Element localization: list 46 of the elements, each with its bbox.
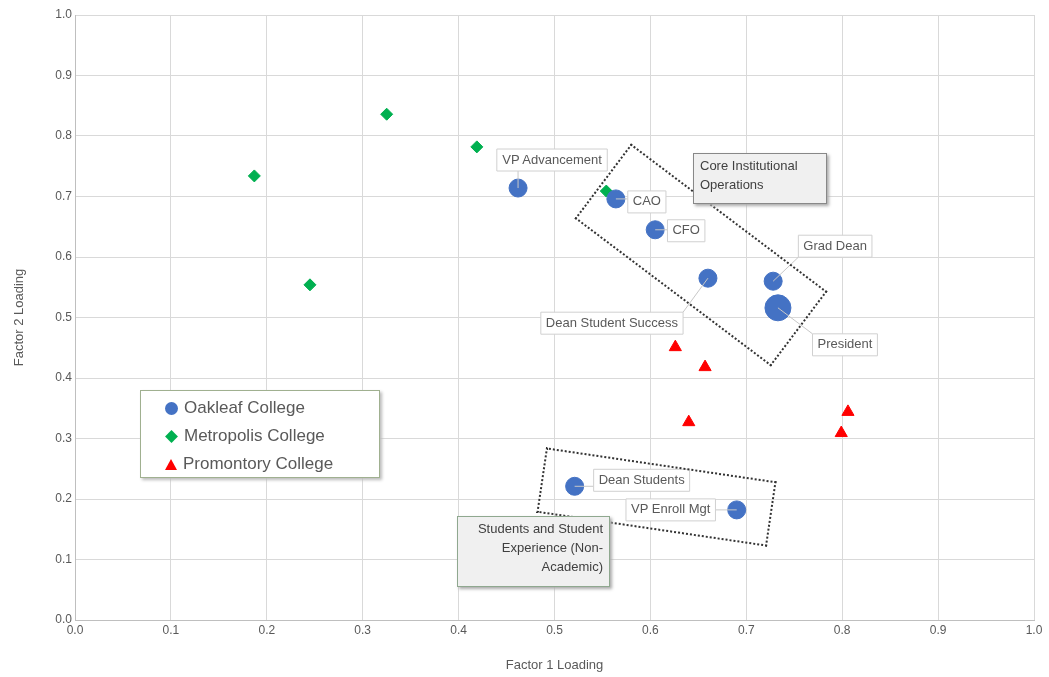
annotation: President — [817, 336, 873, 352]
x-tick-label: 0.8 — [833, 622, 851, 637]
y-tick-label: 0.8 — [55, 128, 73, 143]
annotation: Core Institutional Operations — [693, 153, 827, 204]
annotation: Students and Student Experience (Non-Academic) — [457, 516, 610, 587]
annotation: CFO — [672, 222, 700, 238]
y-tick-label: 0.7 — [55, 188, 73, 203]
annotation: Dean Students — [598, 471, 686, 487]
annotation: VP Enroll Mgt — [631, 501, 711, 517]
point — [698, 359, 712, 372]
x-tick-label: 0.1 — [162, 622, 180, 637]
x-tick-label: 0.6 — [642, 622, 660, 637]
x-tick-label: 0.5 — [546, 622, 564, 637]
x-tick-label: 0.2 — [258, 622, 276, 637]
legend-label: Metropolis College — [184, 426, 325, 446]
y-tick-label: 0.6 — [55, 249, 73, 264]
legend-label: Oakleaf College — [184, 398, 305, 418]
annotation: VP Advancement — [502, 151, 603, 167]
point — [470, 140, 484, 154]
legend-label: Promontory College — [183, 454, 334, 474]
x-tick-label: 0.4 — [450, 622, 468, 637]
annotation: Dean Student Success — [545, 314, 679, 330]
x-tick-label: 0.7 — [737, 622, 755, 637]
point — [682, 414, 696, 427]
point — [303, 278, 317, 292]
x-tick-label: 0.3 — [354, 622, 372, 637]
y-tick-label: 0.4 — [55, 370, 73, 385]
x-tick-label: 1.0 — [1025, 622, 1043, 637]
y-tick-label: 0.3 — [55, 430, 73, 445]
point — [668, 339, 682, 352]
point — [834, 425, 848, 438]
y-tick-label: 1.0 — [55, 7, 73, 22]
x-tick-label: 0.9 — [929, 622, 947, 637]
y-tick-label: 0.9 — [55, 67, 73, 82]
annotation: Grad Dean — [803, 237, 867, 253]
y-tick-label: 0.2 — [55, 491, 73, 506]
y-tick-label: 0.5 — [55, 309, 73, 324]
x-tick-label: 0.0 — [66, 622, 84, 637]
x-axis-title: Factor 1 Loading — [505, 656, 604, 672]
y-axis-title: Factor 2 Loading — [11, 268, 27, 367]
y-tick-label: 0.1 — [55, 551, 73, 566]
annotation: CAO — [632, 193, 661, 209]
point — [841, 404, 855, 416]
point — [380, 107, 394, 121]
point — [599, 184, 613, 198]
point — [247, 169, 261, 183]
